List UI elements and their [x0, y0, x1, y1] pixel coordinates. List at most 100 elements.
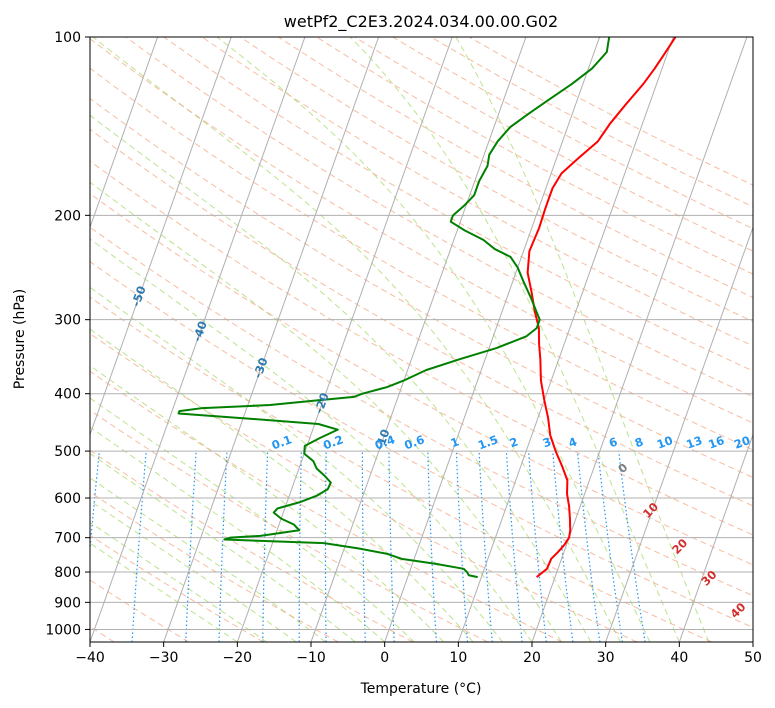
dry-adiabat-line: [278, 37, 753, 299]
isotherm-line: [310, 37, 527, 642]
x-tick-label: 0: [380, 650, 389, 666]
isotherm-line: [605, 225, 753, 642]
mixing-ratio-line: [298, 451, 302, 642]
dry-adiabat-line: [201, 37, 753, 347]
mixing-ratio-line: [324, 451, 327, 642]
mixing-ratio-line: [455, 451, 469, 642]
x-tick-label: 50: [744, 650, 762, 666]
isotherm-line: [678, 433, 753, 642]
x-axis-label: Temperature (°C): [360, 681, 482, 697]
plot-area: -100-90-80-70-60-50-40-30-20-100.10.20.4…: [16, 37, 753, 642]
dry-adiabat-line: [90, 579, 190, 642]
dry-adiabat-line: [90, 333, 638, 642]
isotherm-label: -50: [129, 284, 149, 308]
moist-adiabat-line: [90, 452, 356, 642]
mixing-ratio-line: [576, 451, 601, 642]
y-tick-label: 1000: [45, 622, 81, 638]
isotherm-line: [531, 37, 748, 642]
dry-adiabat-line: [90, 534, 264, 642]
dry-adiabat-line: [90, 160, 753, 536]
chart-title: wetPf2_C2E3.2024.034.00.00.G02: [284, 12, 558, 32]
dry-adiabat-line: [90, 97, 753, 479]
dry-adiabat-label: 0: [615, 460, 631, 476]
mixing-ratio-label: 0.1: [270, 432, 294, 452]
mixing-ratio-lines: [90, 451, 646, 642]
mixing-ratio-line: [552, 451, 574, 642]
mixing-ratio-label: 1.5: [476, 432, 500, 452]
isotherm-label: -20: [312, 391, 332, 415]
isotherm-line: [752, 640, 753, 642]
dry-adiabat-line: [163, 37, 753, 372]
isotherm-line: [90, 37, 159, 229]
moist-adiabat-line: [349, 37, 680, 642]
plot-frame: [89, 36, 754, 643]
dry-adiabat-line: [90, 67, 753, 451]
mixing-ratio-label: 2: [508, 434, 520, 450]
plot-labels: -100-90-80-70-60-50-40-30-20-100.10.20.4…: [16, 187, 752, 621]
x-tick-label: −20: [223, 650, 253, 666]
y-tick-label: 700: [54, 531, 81, 547]
y-tick-label: 800: [54, 565, 81, 581]
y-axis-ticks: 100 200 300 400 500 600 700 800 900 1000: [45, 30, 90, 638]
isotherm-line: [384, 37, 601, 642]
y-tick-label: 200: [54, 208, 81, 224]
y-tick-label: 500: [54, 444, 81, 460]
y-tick-label: 100: [54, 30, 81, 46]
isotherm-line: [90, 37, 306, 642]
moist-adiabat-line: [90, 365, 444, 642]
dry-adiabat-line: [468, 37, 753, 186]
profile-series: [177, 37, 677, 579]
dry-adiabat-line: [392, 37, 753, 230]
mixing-ratio-label: 20: [732, 433, 752, 452]
x-tick-label: 10: [449, 650, 467, 666]
pressure-gridlines: [90, 37, 753, 630]
moist-adiabat-line: [90, 426, 385, 642]
dewpoint-line: [177, 37, 611, 579]
moist-adiabat-line: [90, 114, 592, 642]
dry-adiabat-line: [90, 296, 712, 642]
isotherm-label: -70: [16, 187, 36, 211]
dry-adiabat-line: [90, 261, 753, 629]
mixing-ratio-line: [597, 451, 623, 642]
moist-adiabat-line: [90, 521, 268, 642]
mixing-ratio-line: [361, 451, 366, 642]
dry-adiabat-line: [90, 226, 753, 597]
y-tick-label: 300: [54, 313, 81, 329]
moist-adiabat-line: [90, 328, 474, 642]
moist-adiabat-line: [90, 181, 562, 642]
dry-adiabat-line: [90, 128, 753, 507]
y-tick-label: 400: [54, 387, 81, 403]
mixing-ratio-line: [505, 451, 523, 642]
y-tick-label: 600: [54, 491, 81, 507]
mixing-ratio-label: 10: [655, 433, 675, 452]
dry-adiabat-line: [90, 409, 488, 642]
mixing-ratio-label: 13: [684, 433, 704, 452]
moist-adiabat-line: [90, 477, 327, 642]
isotherm-line: [457, 37, 674, 642]
mixing-ratio-label: 6: [607, 434, 619, 450]
isotherm-line: [163, 37, 380, 642]
mixing-ratio-line: [527, 451, 547, 642]
moist-adiabat-line: [90, 238, 533, 642]
dry-adiabat-line: [239, 37, 753, 323]
mixing-ratio-label: 8: [633, 434, 645, 450]
dry-adiabat-line: [316, 37, 753, 275]
temperature-line: [526, 37, 677, 578]
skewed-isotherms: [90, 37, 753, 642]
mixing-ratio-label: 16: [706, 433, 726, 452]
x-tick-label: 40: [670, 650, 688, 666]
mixing-ratio-line: [388, 451, 395, 642]
x-tick-label: −30: [149, 650, 179, 666]
moist-adiabat-line: [90, 500, 297, 642]
moist-adiabats: [90, 37, 710, 642]
mixing-ratio-label: 0.4: [373, 432, 397, 452]
mixing-ratio-label: 0.2: [321, 432, 345, 452]
mixing-ratio-line: [90, 451, 100, 555]
dry-adiabat-line: [90, 491, 339, 642]
isotherm-line: [90, 37, 232, 437]
isotherm-label: -40: [190, 319, 210, 343]
mixing-ratio-line: [618, 451, 646, 642]
dry-adiabats: [90, 37, 753, 642]
isotherm-line: [236, 37, 453, 642]
